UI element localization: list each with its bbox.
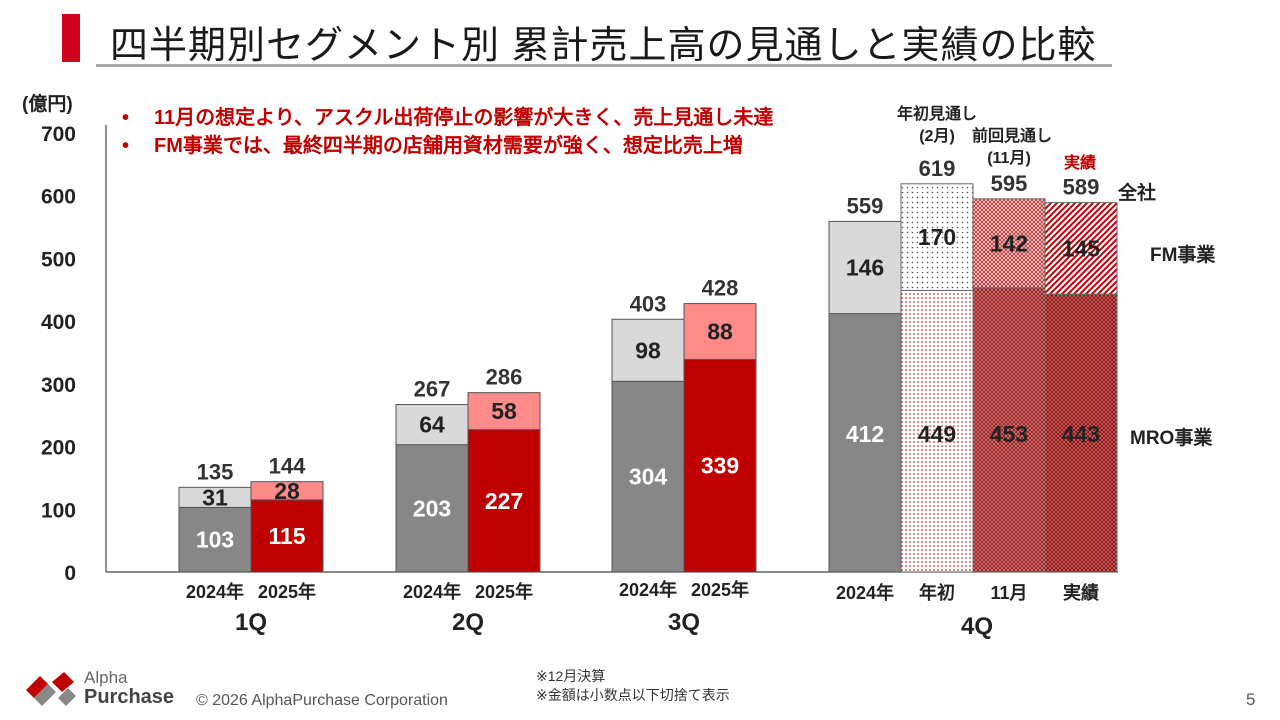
data-label-total: 619 xyxy=(919,156,956,181)
data-label-fm: 145 xyxy=(1062,235,1101,261)
x-category-label: 2025年 xyxy=(258,581,316,602)
bar-segment-mro xyxy=(250,499,324,573)
header-label-previous-sub: (11月) xyxy=(987,149,1031,167)
title-underline xyxy=(96,64,1112,67)
bar-segment-mro xyxy=(828,313,902,573)
data-label-total: 595 xyxy=(991,171,1028,196)
bar-segment-fm xyxy=(467,392,541,431)
page-title: 四半期別セグメント別 累計売上高の見通しと実績の比較 xyxy=(110,25,1097,67)
data-label-mro: 449 xyxy=(918,421,956,447)
header-label-previous: 前回見通し xyxy=(972,126,1052,145)
data-label-mro: 339 xyxy=(701,453,739,479)
bar-segment-mro xyxy=(395,444,469,573)
y-tick-label: 0 xyxy=(64,562,76,585)
x-category-label: 11月 xyxy=(990,583,1027,603)
x-category-label: 年初 xyxy=(919,582,955,603)
data-label-mro: 115 xyxy=(268,523,305,549)
header-label-initial-sub: (2月) xyxy=(919,127,955,145)
bullet-item: • 11月の想定より、アスクル出荷停止の影響が大きく、売上見通し未達 xyxy=(122,104,773,132)
logo-text-alpha: Alpha xyxy=(84,668,128,687)
data-label-fm: 28 xyxy=(274,478,300,504)
data-label-fm: 64 xyxy=(419,412,445,438)
company-logo: Alpha Purchase xyxy=(22,668,182,714)
data-label-fm: 146 xyxy=(846,255,884,281)
y-tick-label: 100 xyxy=(41,499,76,522)
bullet-text: 11月の想定より、アスクル出荷停止の影響が大きく、売上見通し未達 xyxy=(154,107,774,129)
x-category-label: 2024年 xyxy=(619,579,677,600)
bar-segment-fm xyxy=(1044,202,1118,295)
data-label-mro: 203 xyxy=(413,495,451,521)
header-label-initial: 年初見通し xyxy=(897,104,977,123)
bullet-list: • 11月の想定より、アスクル出荷停止の影響が大きく、売上見通し未達 • FM事業で… xyxy=(122,104,773,160)
y-tick-label: 200 xyxy=(41,437,76,460)
page-number: 5 xyxy=(1246,690,1256,709)
y-tick-label: 300 xyxy=(41,374,76,397)
data-label-total: 135 xyxy=(197,459,234,484)
data-label-fm: 98 xyxy=(635,337,661,363)
data-label-mro: 412 xyxy=(846,421,884,447)
y-axis-unit: (億円) xyxy=(22,92,73,115)
data-label-total: 559 xyxy=(847,193,884,218)
data-label-mro: 453 xyxy=(990,421,1028,447)
data-label-mro: 227 xyxy=(485,488,523,514)
y-tick-label: 600 xyxy=(41,186,76,209)
bar-segment-fm xyxy=(611,318,685,382)
data-label-total: 286 xyxy=(486,365,523,390)
y-tick-label: 700 xyxy=(41,123,76,146)
data-label-total: 428 xyxy=(702,276,739,301)
copyright-text: © 2026 AlphaPurchase Corporation xyxy=(196,692,448,709)
y-tick-label: 400 xyxy=(41,311,76,334)
footnote: ※12月決算 xyxy=(536,668,606,684)
series-label-mro: MRO事業 xyxy=(1130,426,1213,449)
bar-segment-mro xyxy=(683,358,757,573)
x-category-label: 2024年 xyxy=(403,581,461,602)
data-label-fm: 31 xyxy=(202,484,228,510)
x-category-label: 2025年 xyxy=(691,579,749,600)
quarter-label: 3Q xyxy=(668,609,700,636)
footnote: ※金額は小数点以下切捨て表示 xyxy=(536,687,730,703)
y-tick-label: 500 xyxy=(41,248,76,271)
bar-segment-fm xyxy=(683,303,757,360)
data-label-total: 589 xyxy=(1063,175,1100,200)
data-label-total: 267 xyxy=(414,377,451,402)
logo-mark-icon xyxy=(26,672,76,706)
data-label-fm: 58 xyxy=(491,398,517,424)
logo-text-purchase: Purchase xyxy=(84,686,175,708)
quarter-label: 2Q xyxy=(452,609,484,636)
footnotes: ※12月決算 ※金額は小数点以下切捨て表示 xyxy=(536,667,730,705)
data-label-mro: 304 xyxy=(629,464,668,490)
data-label-total: 403 xyxy=(630,291,667,316)
bar-segment-fm xyxy=(250,481,324,501)
data-label-total: 144 xyxy=(269,454,306,479)
x-category-label: 2024年 xyxy=(186,581,244,602)
bullet-marker: • xyxy=(122,135,130,157)
data-label-fm: 88 xyxy=(707,318,733,344)
header-label-actual: 実績 xyxy=(1064,153,1096,172)
bullet-text: FM事業では、最終四半期の店舗用資材需要が強く、想定比売上増 xyxy=(154,135,743,157)
x-category-label: 2024年 xyxy=(836,582,894,603)
data-label-fm: 170 xyxy=(918,224,956,250)
quarter-label: 1Q xyxy=(235,609,267,636)
x-category-label: 実績 xyxy=(1063,582,1099,603)
bar-segment-mro xyxy=(900,289,974,573)
quarter-label: 4Q xyxy=(961,613,993,640)
bullet-item: • FM事業では、最終四半期の店舗用資材需要が強く、想定比売上増 xyxy=(122,132,773,160)
bar-segment-fm xyxy=(972,198,1046,289)
bar-segment-mro xyxy=(972,287,1046,573)
data-label-mro: 443 xyxy=(1062,421,1100,447)
series-label-fm: FM事業 xyxy=(1150,243,1216,266)
bar-segment-mro xyxy=(1044,293,1118,573)
x-category-label: 2025年 xyxy=(475,581,533,602)
bar-segment-mro xyxy=(178,506,252,573)
series-label-total: 全社 xyxy=(1117,181,1156,204)
bullet-marker: • xyxy=(122,107,130,129)
bar-segment-mro xyxy=(467,429,541,573)
data-label-fm: 142 xyxy=(990,230,1028,256)
title-accent-bar xyxy=(62,14,80,62)
data-label-mro: 103 xyxy=(196,527,234,553)
